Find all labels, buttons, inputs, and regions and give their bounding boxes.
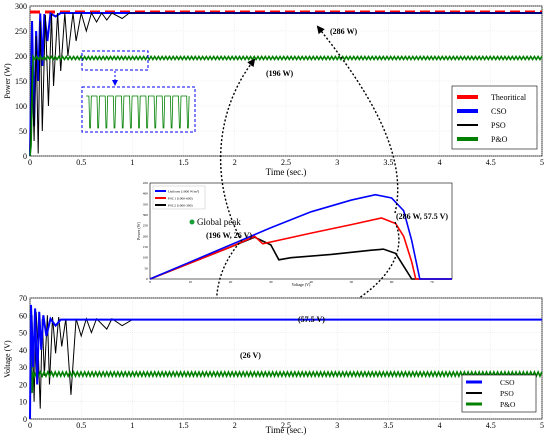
zoom-inset <box>81 86 196 133</box>
inset-y-tick-label: 400 <box>143 192 149 196</box>
power-xlabel: Time (sec.) <box>266 167 307 177</box>
arrow-to-286w <box>316 25 399 214</box>
x-tick-label: 2 <box>233 158 237 167</box>
inset-y-tick-label: 300 <box>143 213 149 217</box>
inset-y-tick-label: 350 <box>143 202 149 206</box>
x-tick-label: 1 <box>130 421 134 430</box>
x-tick-label: 4.5 <box>486 158 496 167</box>
y-tick-label: 60 <box>19 311 27 320</box>
inset-xlabel: Voltage (V) <box>292 282 311 287</box>
annotation-196w: (196 W) <box>266 69 294 78</box>
x-tick-label: 0 <box>28 421 32 430</box>
y-tick-label: 70 <box>19 294 27 303</box>
x-tick-label: 0 <box>28 158 32 167</box>
y-tick-label: 0 <box>23 415 27 424</box>
inset-y-tick-label: 0 <box>146 277 148 281</box>
inset-series-psc1-1000-600-line <box>149 217 452 280</box>
x-tick-label: 4.5 <box>486 421 496 430</box>
zoom-source-box <box>81 50 149 71</box>
y-tick-label: 100 <box>15 102 27 111</box>
inset-legend: Uniform (1000 W/m²) PSC1 (1000-600) PSC2… <box>152 185 206 210</box>
x-tick-label: 2 <box>233 421 237 430</box>
annotation-196w-26v: (196 W, 26 V) <box>206 231 252 240</box>
series-cso-line <box>29 304 542 420</box>
inset-y-tick-label: 450 <box>143 181 149 185</box>
annotation-57v: (57.5 V) <box>298 315 325 324</box>
x-tick-label: 3.5 <box>383 421 393 430</box>
legend-cso-label: CSO <box>491 107 507 116</box>
x-tick-label: 0.5 <box>76 421 86 430</box>
annotation-286w: (286 W) <box>330 27 358 36</box>
inset-x-tick-label: 60 <box>390 280 394 284</box>
power-chart: 0 0.5 1 1.5 2 2.5 3 3.5 4 4.5 5050100150200250300 … <box>3 2 544 177</box>
inset-y-tick-label: 100 <box>143 256 149 260</box>
x-tick-label: 2.5 <box>281 158 291 167</box>
legend-po-label: P&O <box>491 135 508 144</box>
power-legend: Theoritical CSO PSO P&O <box>451 85 538 150</box>
series-pso-line <box>29 11 542 157</box>
series-p-o-line <box>29 53 543 157</box>
x-tick-label: 5 <box>540 421 544 430</box>
arrow-to-196w <box>220 58 256 239</box>
x-tick-label: 1 <box>130 158 134 167</box>
inset-legend-psc1-label: PSC1 (1000-600) <box>168 197 193 201</box>
v-legend-po-label: P&O <box>500 400 516 409</box>
inset-y-tick-label: 200 <box>143 234 149 238</box>
voltage-xlabel: Time (sec.) <box>266 425 307 435</box>
pv-curve-chart: 0 10 20 30 40 50 60 700501001502002503003504004… <box>136 181 453 287</box>
series-p-o-line <box>29 315 543 394</box>
y-tick-label: 40 <box>19 346 27 355</box>
x-tick-label: 1.5 <box>179 158 189 167</box>
inset-x-tick-label: 20 <box>229 280 233 284</box>
y-tick-label: 30 <box>19 363 27 372</box>
global-peak-label: Global peak <box>197 217 241 227</box>
x-tick-label: 1.5 <box>179 421 189 430</box>
x-tick-label: 3 <box>335 158 339 167</box>
v-legend-cso-label: CSO <box>500 378 515 387</box>
y-tick-label: 150 <box>15 77 27 86</box>
y-tick-label: 20 <box>19 380 27 389</box>
voltage-legend: CSO PSO P&O <box>461 374 537 413</box>
x-tick-label: 3 <box>335 421 339 430</box>
inset-legend-psc2-label: PSC2 (1000-300) <box>168 204 193 208</box>
annotation-26v: (26 V) <box>240 351 261 360</box>
inset-series-uniform-1000-w-m-line <box>149 193 452 280</box>
inset-ylabel: Power (W) <box>136 222 141 240</box>
inset-y-tick-label: 150 <box>143 245 149 249</box>
y-tick-label: 0 <box>23 152 27 161</box>
y-tick-label: 200 <box>15 52 27 61</box>
x-tick-label: 2.5 <box>281 421 291 430</box>
power-ylabel: Power (W) <box>3 63 12 99</box>
inset-y-tick-label: 50 <box>145 266 149 270</box>
inset-legend-uniform-label: Uniform (1000 W/m²) <box>168 190 200 194</box>
inset-x-tick-label: 70 <box>430 280 434 284</box>
x-tick-label: 3.5 <box>383 158 393 167</box>
global-peak-marker <box>189 219 195 225</box>
annotation-286w-57v: (286 W, 57.5 V) <box>396 212 448 221</box>
inset-y-tick-label: 250 <box>143 224 149 228</box>
y-tick-label: 250 <box>15 27 27 36</box>
x-tick-label: 4 <box>438 158 442 167</box>
inset-x-tick-label: 40 <box>309 280 313 284</box>
y-tick-label: 50 <box>19 127 27 136</box>
legend-pso-label: PSO <box>491 121 506 130</box>
legend-theoritical-label: Theoritical <box>491 93 527 102</box>
x-tick-label: 4 <box>438 421 442 430</box>
inset-x-tick-label: 30 <box>269 280 273 284</box>
inset-x-tick-label: 50 <box>350 280 354 284</box>
y-tick-label: 50 <box>19 329 27 338</box>
inset-x-tick-label: 0 <box>149 280 151 284</box>
x-tick-label: 5 <box>540 158 544 167</box>
inset-x-tick-label: 10 <box>189 280 193 284</box>
y-tick-label: 300 <box>15 2 27 11</box>
v-legend-pso-label: PSO <box>500 389 514 398</box>
voltage-ylabel: Voltage (V) <box>3 340 12 378</box>
y-tick-label: 10 <box>19 398 27 407</box>
x-tick-label: 0.5 <box>76 158 86 167</box>
